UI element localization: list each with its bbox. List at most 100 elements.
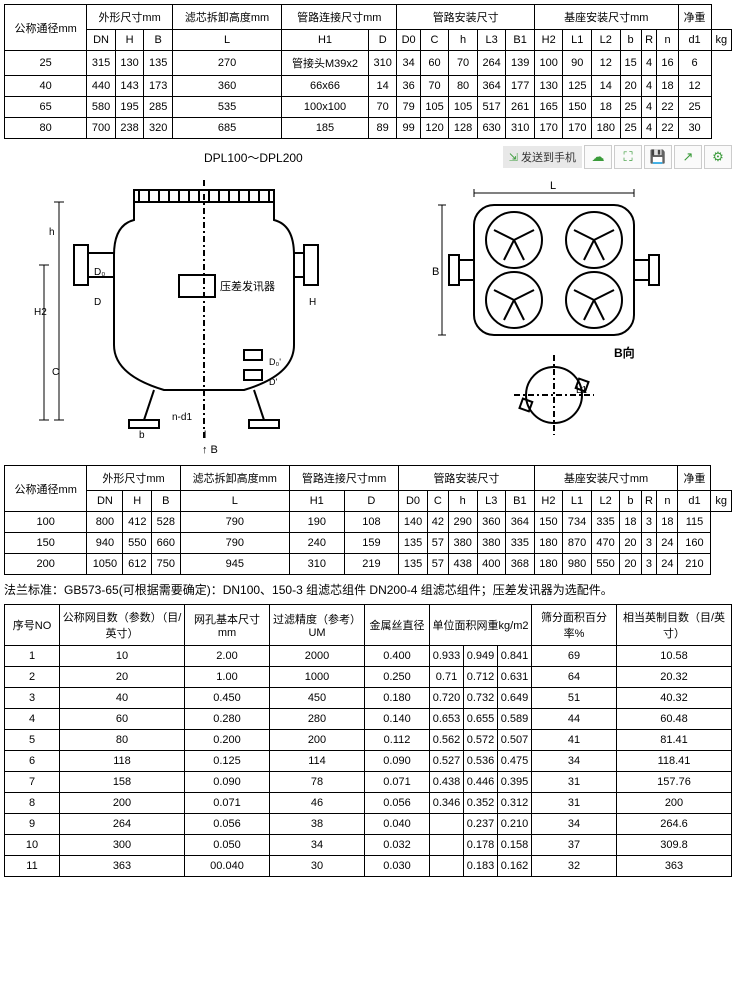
table-row: 8070023832068518589991201286303101701701… — [5, 118, 732, 139]
mesh-table: 序号NO公称网目数（参数）（目/英寸）网孔基本尺寸mm过滤精度（参考）UM金属丝… — [4, 604, 732, 877]
fullscreen-button[interactable]: ⛶ — [614, 145, 642, 169]
spec-table-1: 公称通径mm 外形尺寸mm 滤芯拆卸高度mm 管路连接尺寸mm 管路安装尺寸 基… — [4, 4, 732, 139]
col-kg: kg — [711, 491, 732, 512]
col-B: B — [144, 30, 173, 51]
table-row: 4044014317336066x66143670803641771301251… — [5, 76, 732, 97]
t3-col-3: 过滤精度（参考）UM — [270, 605, 365, 646]
dim-d: D — [94, 297, 101, 308]
col-C: C — [427, 491, 448, 512]
diagram-area: 压差发讯器 H2 h D D₀ C b H l n-d1 ↑ B D₀' D' — [4, 175, 732, 455]
t2-pipeconn: 管路连接尺寸mm — [289, 466, 398, 491]
dim-b: b — [139, 430, 145, 441]
expand-icon: ⛶ — [623, 149, 632, 165]
col-R: R — [641, 491, 657, 512]
table-row: 2201.0010000.2500.710.7120.6316420.32 — [5, 667, 732, 688]
col-L2: L2 — [591, 491, 620, 512]
dim-L1: L1 — [576, 385, 588, 396]
col-H: H — [123, 491, 152, 512]
dim-nd1: n-d1 — [172, 412, 192, 423]
col-dn: 公称通径mm — [5, 5, 87, 51]
diagram-top-view: L B B向 L1 — [404, 175, 704, 455]
dim-h2: H2 — [34, 307, 47, 318]
col-b: b — [620, 30, 641, 51]
col-D0: D0 — [399, 491, 428, 512]
col-L3: L3 — [477, 30, 506, 51]
label-b-dir: B向 — [614, 345, 635, 360]
col-b: b — [620, 491, 641, 512]
dim-l: l — [204, 430, 206, 441]
spec-table-2: 公称通径mm 外形尺寸mm 滤芯拆卸高度mm 管路连接尺寸mm 管路安装尺寸 基… — [4, 465, 732, 575]
dim-d0: D₀ — [94, 267, 105, 278]
col-H2: H2 — [534, 30, 563, 51]
col-L: L — [180, 491, 289, 512]
table-row: 103000.050340.0320.1780.15837309.8 — [5, 835, 732, 856]
table-row: 1509405506607902401591355738038033518087… — [5, 533, 732, 554]
t2-weight: 净重 — [678, 466, 711, 491]
col-H2: H2 — [534, 491, 563, 512]
table-row: 1102.0020000.4000.9330.9490.8416910.58 — [5, 646, 732, 667]
col-H: H — [115, 30, 144, 51]
col-L2: L2 — [592, 30, 621, 51]
table-row: 4600.2802800.1400.6530.6550.5894460.48 — [5, 709, 732, 730]
t2-outer: 外形尺寸mm — [87, 466, 180, 491]
share-button[interactable]: ↗ — [674, 145, 702, 169]
t2-filter: 滤芯拆卸高度mm — [180, 466, 289, 491]
phone-icon: ⇲ — [509, 151, 518, 164]
t3-col-2: 网孔基本尺寸mm — [185, 605, 270, 646]
save-button[interactable]: 💾 — [644, 145, 672, 169]
settings-button[interactable]: ⚙ — [704, 145, 732, 169]
col-n: n — [657, 30, 678, 51]
col-L3: L3 — [477, 491, 506, 512]
dim-d0s: D₀' — [269, 357, 281, 367]
table-row: 3400.4504500.1800.7200.7320.6495140.32 — [5, 688, 732, 709]
dim-ds: D' — [269, 377, 277, 387]
table-row: 71580.090780.0710.4380.4460.39531157.76 — [5, 772, 732, 793]
col-D0: D0 — [397, 30, 420, 51]
col-filter: 滤芯拆卸高度mm — [172, 5, 281, 30]
table-row: 82000.071460.0560.3460.3520.31231200 — [5, 793, 732, 814]
dim-L: L — [550, 180, 556, 192]
table-row: 92640.056380.0400.2370.21034264.6 — [5, 814, 732, 835]
col-d1: d1 — [678, 491, 711, 512]
dim-h: h — [49, 227, 55, 238]
col-DN: DN — [87, 491, 123, 512]
col-kg: kg — [711, 30, 731, 51]
col-h: h — [448, 491, 477, 512]
diagram-side-view: 压差发讯器 H2 h D D₀ C b H l n-d1 ↑ B D₀' D' — [4, 175, 384, 455]
col-L: L — [172, 30, 281, 51]
t3-col-4: 金属丝直径 — [365, 605, 430, 646]
col-C: C — [420, 30, 449, 51]
t3-col-8: 筛分面积百分率% — [532, 605, 617, 646]
cloud-button[interactable]: ☁ — [584, 145, 612, 169]
t3-col-9: 相当英制目数（目/英寸） — [617, 605, 732, 646]
col-outer: 外形尺寸mm — [87, 5, 173, 30]
share-icon: ↗ — [683, 149, 694, 165]
col-D: D — [368, 30, 397, 51]
col-baseinst: 基座安装尺寸mm — [534, 5, 678, 30]
table1-subheader: DNHBLH1DD0ChL3B1H2L1L2bRnd1kg — [5, 30, 732, 51]
col-B1: B1 — [506, 491, 535, 512]
t3-col-1: 公称网目数（参数）（目/英寸） — [60, 605, 185, 646]
diagram-caption: DPL100～DPL200 — [204, 149, 303, 166]
col-d1: d1 — [678, 30, 711, 51]
dim-H: H — [309, 297, 316, 308]
col-DN: DN — [87, 30, 116, 51]
col-L1: L1 — [563, 491, 592, 512]
t3-col-weight: 单位面积网重kg/m2 — [430, 605, 532, 646]
dim-c: C — [52, 367, 59, 378]
t2-dn: 公称通径mm — [5, 466, 87, 512]
t3-col-0: 序号NO — [5, 605, 60, 646]
col-weight: 净重 — [678, 5, 711, 30]
table-row: 61180.1251140.0900.5270.5360.47534118.41 — [5, 751, 732, 772]
send-to-phone-button[interactable]: ⇲ 发送到手机 — [503, 146, 582, 168]
col-B1: B1 — [506, 30, 535, 51]
gear-icon: ⚙ — [712, 149, 724, 165]
col-h: h — [449, 30, 478, 51]
col-H1: H1 — [282, 30, 369, 51]
col-D: D — [344, 491, 399, 512]
table-row: 5800.2002000.1120.5620.5720.5074181.41 — [5, 730, 732, 751]
dim-B: B — [432, 266, 439, 278]
footnote: 法兰标准：GB573-65(可根据需要确定)：DN100、150-3 组滤芯组件… — [4, 581, 732, 598]
table-row: 25315130135270管接头M39x2310346070264139100… — [5, 51, 732, 76]
table-row: 1008004125287901901081404229036036415073… — [5, 512, 732, 533]
